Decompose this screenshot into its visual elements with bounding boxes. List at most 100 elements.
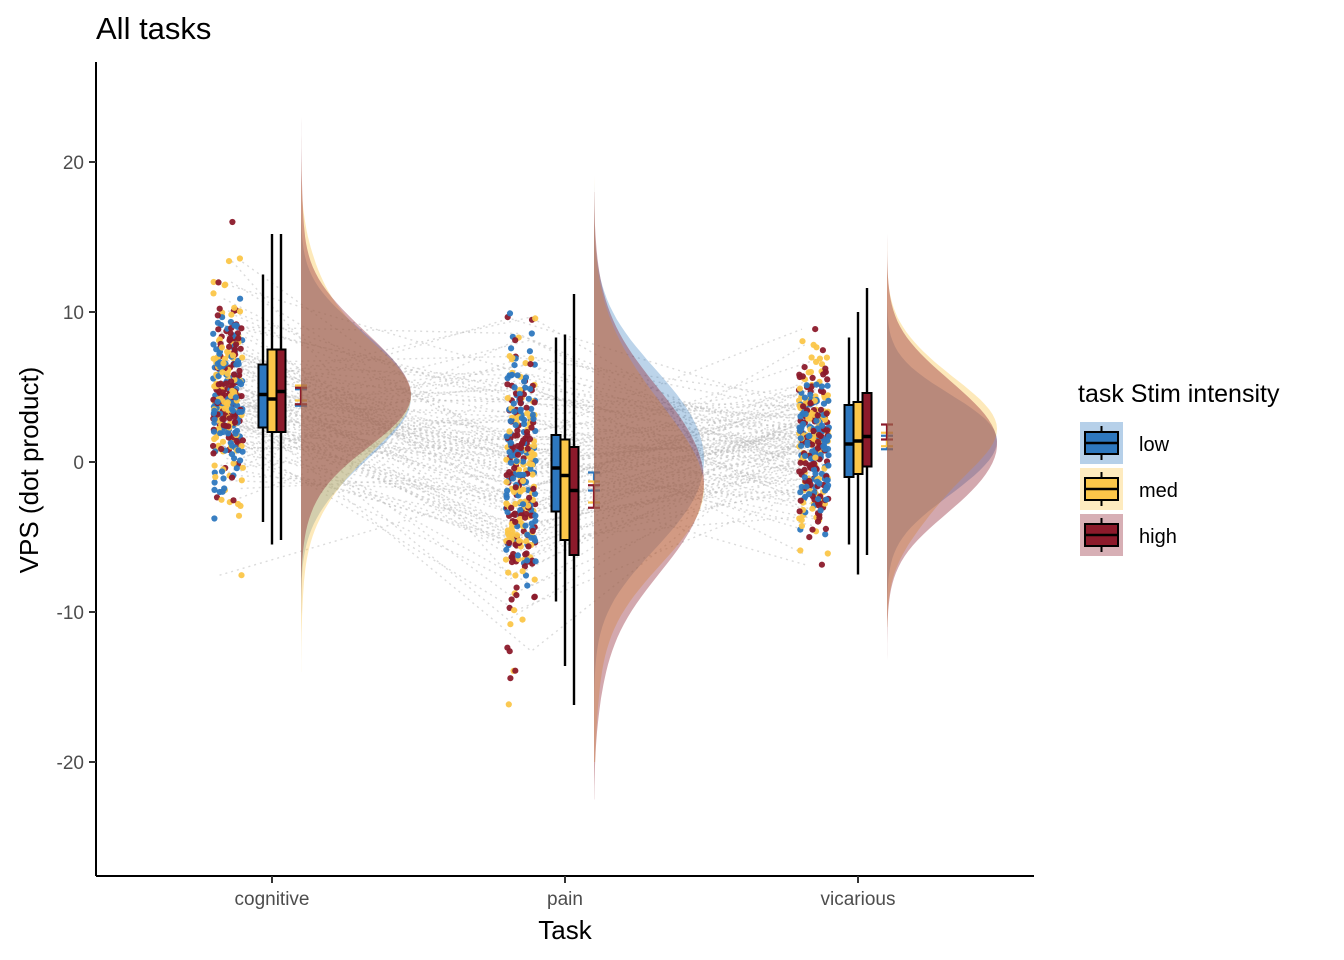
point-low-pain [503,491,510,498]
point-med-vicarious [823,354,831,361]
point-low-vicarious [797,435,804,442]
point-med-cognitive [220,360,227,367]
point-high-pain [508,559,516,566]
point-med-pain [503,456,510,463]
point-med-cognitive [230,460,237,467]
point-med-vicarious [797,547,804,554]
point-high-cognitive [228,474,236,481]
point-low-pain [524,557,531,564]
point-high-pain [517,400,524,407]
point-low-vicarious [796,427,804,434]
point-high-cognitive [218,445,225,453]
point-med-vicarious [822,416,829,423]
point-high-vicarious [812,326,819,333]
point-low-cognitive [237,457,244,464]
subject-line [239,396,818,488]
point-med-pain [510,607,518,614]
point-med-vicarious [805,369,812,376]
point-high-vicarious [809,441,816,448]
point-low-pain [532,558,539,565]
point-high-cognitive [216,305,223,312]
point-med-vicarious [824,392,832,399]
point-low-cognitive [233,465,240,472]
point-high-vicarious [808,383,815,390]
point-high-vicarious [815,431,823,439]
point-low-vicarious [803,483,810,490]
point-high-cognitive [231,346,239,353]
point-med-cognitive [211,462,218,469]
point-low-vicarious [820,400,828,407]
y-tick-label: -20 [57,753,84,774]
point-med-pain [509,528,516,535]
point-med-pain [522,360,529,367]
y-axis-ticks: 20 10 0 -10 -20 [57,153,96,774]
point-med-pain [519,568,526,575]
violin-med-vicarious [887,192,997,627]
point-low-vicarious [805,491,813,498]
iqr-box [550,434,562,513]
point-med-pain [517,515,524,523]
point-low-vicarious [797,489,804,496]
point-low-pain [511,362,518,369]
subject-line [215,347,822,495]
point-high-vicarious [824,376,831,383]
point-med-cognitive [238,477,245,484]
point-med-vicarious [796,385,804,392]
point-med-pain [513,532,521,539]
point-med-cognitive [224,348,231,355]
point-low-pain [516,390,523,397]
point-low-vicarious [798,442,805,449]
point-high-pain [529,527,536,535]
point-med-cognitive [228,311,235,318]
jittered-points [210,218,832,708]
point-high-pain [511,465,518,472]
box-high-pain [568,294,580,705]
box-high-vicarious [861,288,873,555]
legend-item-high: high [1080,514,1177,556]
point-low-pain [509,475,517,482]
point-high-vicarious [822,525,830,533]
point-low-cognitive [228,405,235,412]
point-low-vicarious [825,462,832,469]
point-low-pain [527,385,534,392]
point-med-cognitive [219,369,226,376]
point-high-pain [513,592,520,599]
point-low-pain [507,418,514,425]
point-med-cognitive [229,352,237,359]
point-med-vicarious [796,515,803,522]
point-med-pain [519,477,527,485]
subject-line [215,356,805,454]
point-high-cognitive [239,437,246,444]
plot-panel [210,117,997,800]
point-high-pain [520,437,527,444]
subject-line [218,419,827,444]
point-high-vicarious [801,466,808,473]
point-med-cognitive [210,290,217,297]
point-low-pain [511,384,518,391]
point-high-pain [513,584,520,591]
point-high-pain [508,504,515,511]
subject-line [215,328,822,512]
x-tick-label-pain: pain [547,889,583,910]
point-low-pain [522,522,529,529]
legend: task Stim intensity low med high [1078,380,1280,556]
subject-line [218,339,826,489]
point-low-vicarious [813,381,820,388]
point-low-cognitive [234,402,241,409]
point-high-vicarious [823,410,830,417]
point-low-vicarious [825,452,832,459]
point-high-vicarious [820,371,827,378]
point-med-pain [531,576,538,583]
violin-low-pain [594,162,704,777]
point-high-pain [514,427,521,434]
x-axis-title: Task [538,915,592,945]
point-med-cognitive [238,443,245,450]
point-low-cognitive [210,428,218,435]
point-med-vicarious [805,415,812,422]
point-high-pain [512,518,519,526]
point-med-vicarious [799,338,806,345]
iqr-box [568,446,580,556]
point-med-vicarious [808,354,815,361]
point-high-cognitive [228,378,235,385]
point-high-cognitive [230,497,237,504]
